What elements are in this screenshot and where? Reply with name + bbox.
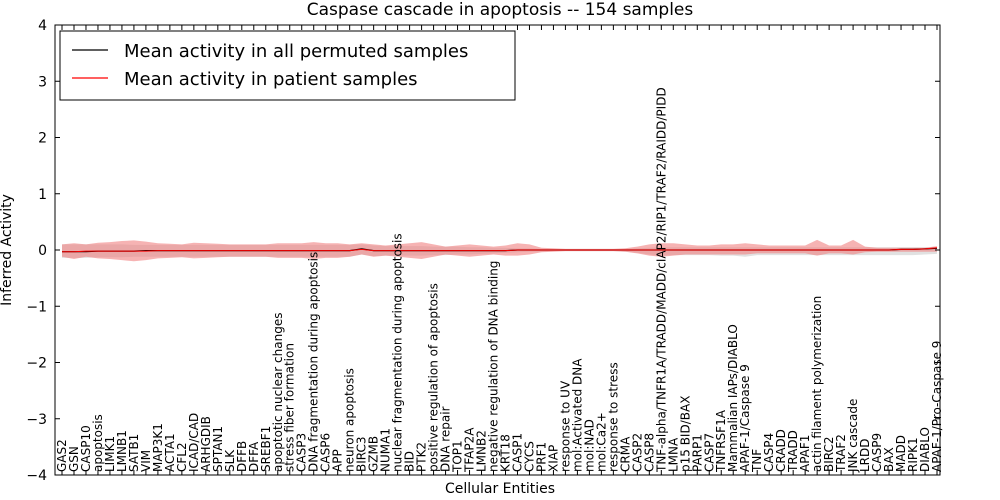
x-axis: GAS2GSNCASP10apoptosisLIMK1LMNB1SATB1VIM… bbox=[55, 25, 944, 475]
y-axis-label: Inferred Activity bbox=[0, 194, 15, 306]
x-tick-label: PARP1 bbox=[690, 434, 704, 472]
x-tick-label: LIMK1 bbox=[103, 436, 117, 472]
chart-title: Caspase cascade in apoptosis -- 154 samp… bbox=[307, 0, 694, 20]
y-tick-label: 1 bbox=[38, 187, 47, 203]
x-tick-label: TNF bbox=[750, 449, 764, 473]
x-tick-label: CRADD bbox=[774, 429, 788, 472]
x-tick-label: CASP9 bbox=[870, 433, 884, 472]
x-tick-label: CASP10 bbox=[79, 425, 93, 472]
x-tick-label: VIM bbox=[139, 450, 153, 472]
x-tick-label: CASP8 bbox=[642, 433, 656, 472]
x-tick-label: CASP4 bbox=[762, 433, 776, 472]
x-tick-label: CASP6 bbox=[319, 433, 333, 472]
x-tick-label: Mammalian IAPs/DIABLO bbox=[726, 324, 740, 472]
x-tick-label: GSN bbox=[67, 446, 81, 472]
y-tick-label: −3 bbox=[26, 412, 47, 428]
x-tick-label: JNK cascade bbox=[846, 399, 860, 473]
x-tick-label: APP bbox=[331, 449, 345, 472]
x-tick-label: LMNA bbox=[666, 437, 680, 472]
x-tick-label: DFFB bbox=[235, 441, 249, 472]
x-tick-label: TFAP2A bbox=[463, 427, 477, 473]
x-tick-label: TRAF2 bbox=[834, 434, 848, 473]
x-tick-label: CRMA bbox=[618, 436, 632, 472]
x-tick-label: XIAP bbox=[546, 445, 560, 472]
x-tick-label: CASP7 bbox=[702, 433, 716, 472]
x-tick-label: DFFA bbox=[247, 441, 261, 472]
x-tick-label: ICAD/CAD bbox=[187, 413, 201, 472]
y-tick-label: 3 bbox=[38, 74, 47, 90]
x-tick-label: SLK bbox=[223, 449, 237, 472]
x-tick-label: apoptotic nuclear changes bbox=[271, 313, 285, 472]
legend-label-patient: Mean activity in patient samples bbox=[124, 69, 418, 90]
x-tick-label: DNA fragmentation during apoptosis bbox=[307, 252, 321, 472]
x-tick-label: ARHGDIB bbox=[199, 416, 213, 472]
x-tick-label: CASP3 bbox=[295, 433, 309, 472]
x-tick-label: BIRC2 bbox=[822, 436, 836, 472]
x-tick-label: positive regulation of apoptosis bbox=[427, 283, 441, 472]
y-tick-label: 2 bbox=[38, 131, 47, 147]
x-tick-label: DNA repair bbox=[439, 406, 453, 472]
x-tick-label: APAF1 bbox=[798, 435, 812, 472]
y-tick-label: 4 bbox=[38, 18, 47, 34]
x-tick-label: nuclear fragmentation during apoptosis bbox=[391, 233, 405, 472]
x-tick-label: CASP2 bbox=[630, 433, 644, 472]
x-tick-label: mol:Activated DNA bbox=[570, 358, 584, 472]
y-tick-label: 0 bbox=[38, 243, 47, 259]
x-tick-label: GAS2 bbox=[55, 439, 69, 472]
x-tick-label: LMNB1 bbox=[115, 430, 129, 472]
y-tick-label: −2 bbox=[26, 356, 47, 372]
x-tick-label: APAF-1/Caspase 9 bbox=[738, 364, 752, 472]
x-tick-label: ACTA1 bbox=[163, 433, 177, 472]
mean-lines bbox=[62, 247, 938, 253]
x-tick-label: PRF1 bbox=[535, 442, 549, 472]
x-tick-label: TNF-alpha/TNFR1A/TRADD/MADD/cIAP2/RIP1/T… bbox=[654, 87, 668, 473]
x-tick-label: MAP3K1 bbox=[151, 423, 165, 472]
x-tick-label: DIABLO bbox=[918, 427, 932, 472]
x-axis-label: Cellular Entities bbox=[445, 481, 555, 497]
y-tick-label: −1 bbox=[26, 299, 47, 315]
x-tick-label: apoptosis bbox=[91, 414, 105, 472]
x-tick-label: GZMB bbox=[367, 436, 381, 472]
x-tick-label: TOP1 bbox=[451, 440, 465, 473]
x-tick-label: LMNB2 bbox=[475, 430, 489, 472]
x-tick-label: response to stress bbox=[606, 362, 620, 472]
x-tick-label: KRT18 bbox=[499, 434, 513, 472]
x-tick-label: mol:Ca2+ bbox=[594, 412, 608, 472]
x-tick-label: BID bbox=[403, 451, 417, 472]
x-tick-label: BAX bbox=[882, 447, 896, 472]
x-tick-label: RIPK1 bbox=[906, 437, 920, 472]
x-tick-label: LRDD bbox=[858, 438, 872, 472]
x-tick-label: PTK2 bbox=[415, 442, 429, 472]
x-tick-label: TRADD bbox=[786, 430, 800, 473]
legend: Mean activity in all permuted samples Me… bbox=[59, 30, 516, 101]
x-tick-label: SPTAN1 bbox=[211, 426, 225, 472]
x-tick-label: SATB1 bbox=[127, 434, 141, 472]
x-tick-label: CYCS bbox=[523, 441, 537, 472]
x-tick-label: CFL2 bbox=[175, 442, 189, 472]
line-patient bbox=[62, 247, 938, 253]
x-tick-label: APAF-1/Pro-Caspase 9 bbox=[930, 341, 944, 472]
x-tick-label: neuron apoptosis bbox=[343, 368, 357, 472]
x-tick-label: SREBF1 bbox=[259, 426, 273, 472]
y-axis: −4 −3 −2 −1 0 1 2 3 4 bbox=[26, 18, 940, 484]
x-tick-label: response to UV bbox=[558, 380, 572, 472]
x-tick-label: stress fiber formation bbox=[283, 343, 297, 472]
x-tick-label: p15 BID/BAX bbox=[678, 396, 692, 472]
x-tick-label: MADD bbox=[894, 435, 908, 472]
x-tick-label: actin filament polymerization bbox=[810, 296, 824, 472]
y-tick-label: −4 bbox=[26, 468, 47, 484]
legend-box bbox=[59, 30, 516, 101]
x-tick-label: mol:NAD bbox=[582, 419, 596, 472]
legend-label-permuted: Mean activity in all permuted samples bbox=[124, 41, 468, 62]
x-tick-label: CASP1 bbox=[511, 433, 525, 472]
x-tick-label: NUMA1 bbox=[379, 428, 393, 472]
x-tick-label: BIRC3 bbox=[355, 436, 369, 472]
x-tick-label: TNFRSF1A bbox=[714, 409, 728, 473]
x-tick-label: negative regulation of DNA binding bbox=[487, 261, 501, 472]
